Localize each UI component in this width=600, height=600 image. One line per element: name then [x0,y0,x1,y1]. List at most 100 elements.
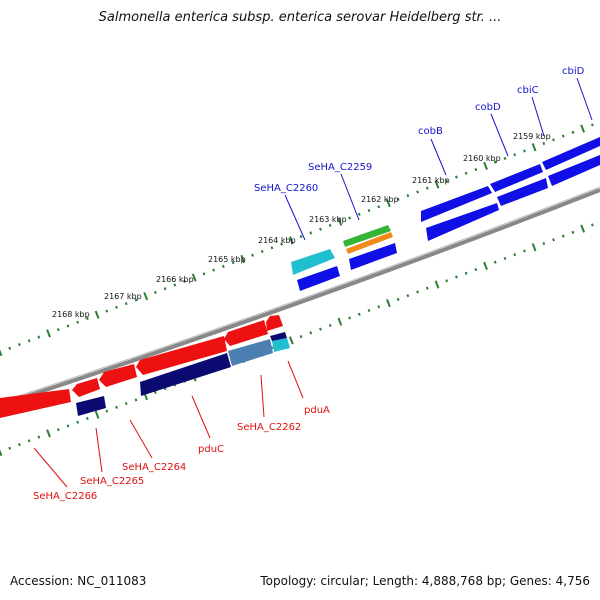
gene-pduB-red[interactable] [224,320,268,346]
inner-ring-tick [552,238,555,242]
gene-label[interactable]: SeHA_C2265 [80,476,144,487]
outer-ring-tick [183,279,186,283]
gene-label[interactable]: SeHA_C2259 [308,162,372,173]
leader-line [576,77,593,121]
gene-label[interactable]: cbiC [517,85,539,96]
inner-ring-tick [474,268,478,272]
gene-blue-inner-3[interactable] [426,203,499,241]
inner-ring-tick [464,271,468,275]
outer-ring-tick [337,217,343,226]
gene-SeHA_C2260[interactable] [291,249,335,275]
gene-features [0,137,600,418]
outer-ring-tick [251,253,254,257]
gene-cbiD-segment[interactable] [542,137,600,170]
outer-ring-tick [416,190,419,194]
gene-label[interactable]: SeHA_C2262 [237,422,301,433]
inner-ring-tick [590,223,594,227]
outer-ring-tick [396,197,400,201]
outer-ring-tick [191,273,197,282]
inner-ring-tick [386,299,391,308]
outer-ring-tick [202,272,206,276]
outer-ring-tick [425,186,429,190]
ruler-label: 2167 kbp [104,292,142,301]
inner-ring-tick [434,280,440,289]
inner-ring-tick [153,390,157,395]
outer-ring-tick [260,249,264,254]
gene-navy-top[interactable] [270,332,287,341]
outer-ring-tick [231,261,235,265]
leader-line [129,419,153,459]
outer-ring-tick [513,153,517,157]
backbone-ring [0,186,600,407]
gene-label[interactable]: SeHA_C2264 [122,462,186,473]
inner-ring-tick [522,249,526,253]
outer-ring-tick [590,123,594,127]
gene-SeHA_C2259-green[interactable] [343,225,391,247]
inner-ring-tick [396,297,400,301]
outer-ring-tick [542,141,546,146]
outer-ring-tick [143,292,149,301]
outer-ring-tick [357,212,361,216]
gene-label[interactable]: SeHA_C2266 [33,491,97,502]
outer-ring-tick [299,235,303,239]
gene-navy-long[interactable] [140,353,231,396]
gene-blue-inner-4[interactable] [349,243,397,270]
outer-ring-tick [115,305,118,309]
ruler-label: 2168 kbp [52,310,90,319]
inner-ring-tick [56,428,60,432]
gene-blue-inner-2[interactable] [497,178,548,206]
inner-ring-tick [76,420,80,424]
ruler-label: 2163 kbp [309,215,347,224]
outer-ring-tick [434,180,440,189]
leader-line [191,395,211,439]
outer-ring-tick [124,302,128,306]
gene-steel-segment[interactable] [228,339,273,366]
gene-navy-small[interactable] [76,396,106,416]
leader-line [287,360,304,399]
inner-ring-tick [134,398,138,402]
gene-label[interactable]: pduC [198,444,224,455]
inner-ring-tick [328,323,332,328]
gene-SeHA_C2265[interactable] [72,378,100,397]
inner-ring-tick [337,317,343,326]
outer-ring-tick [386,199,391,208]
gene-label[interactable]: SeHA_C2260 [254,183,318,194]
inner-ring-tick [561,234,565,238]
gene-blue-inner-1[interactable] [548,155,600,186]
outer-ring-tick [27,339,31,343]
inner-ring-tick [377,305,381,309]
topology-stats: Topology: circular; Length: 4,888,768 bp… [260,574,590,588]
outer-ring-tick [503,156,507,161]
outer-ring-tick [552,138,555,142]
outer-ring-tick [18,342,21,347]
gene-label[interactable]: cobD [475,102,501,113]
inner-ring-tick [348,316,351,320]
outer-ring-tick [483,161,488,170]
outer-ring-tick [464,171,468,175]
inner-ring-tick [542,241,546,246]
inner-ring-tick [483,261,488,270]
inner-ring-tick [105,409,109,413]
gene-pduC[interactable] [136,336,227,375]
ruler-label: 2164 kbp [258,236,296,245]
gene-blue-inner-5[interactable] [297,266,340,291]
gene-cobB-segment[interactable] [421,186,492,222]
leader-line [490,113,509,157]
outer-ring-tick [319,227,322,231]
gene-cyan-small[interactable] [272,338,290,352]
outer-ring-tick [94,310,100,319]
inner-ring-tick [571,230,575,234]
inner-ring-tick [513,253,517,257]
gene-SeHA_C2259-orange[interactable] [346,232,393,254]
gene-SeHA_C2264[interactable] [99,364,137,387]
gene-label[interactable]: pduA [304,405,330,416]
gene-pduA[interactable] [266,315,283,331]
gene-cobD-segment[interactable] [490,164,543,192]
outer-ring-tick [56,328,60,332]
gene-label[interactable]: cbiD [562,66,585,77]
inner-ring-tick [493,260,497,264]
gene-SeHA_C2266[interactable] [0,389,71,418]
gene-label[interactable]: cobB [418,126,443,137]
outer-ring-tick [134,298,138,302]
